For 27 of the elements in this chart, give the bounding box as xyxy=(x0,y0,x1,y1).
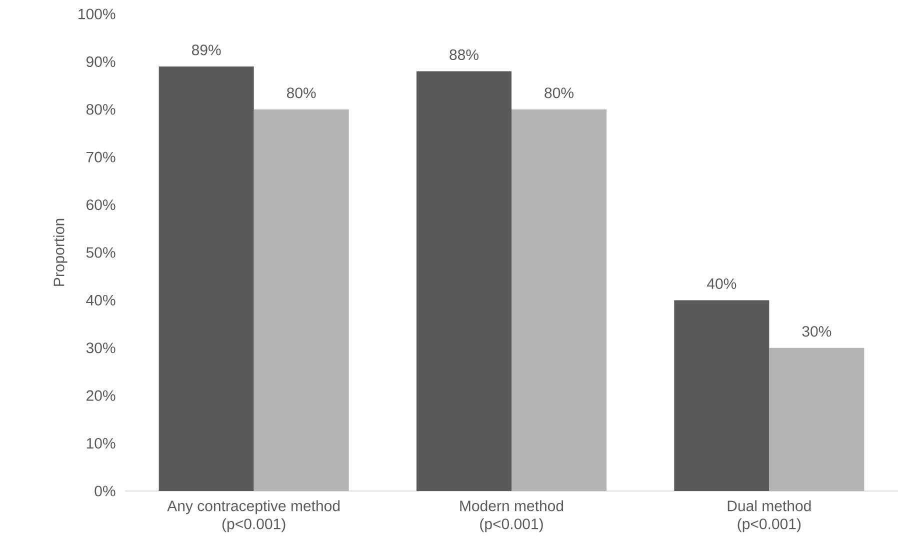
bar xyxy=(769,348,864,491)
data-label: 80% xyxy=(286,88,316,98)
bar xyxy=(416,71,512,491)
y-tick-label: 20% xyxy=(86,390,116,401)
x-tick-label: Any contraceptive method (p<0.001) xyxy=(167,500,340,532)
y-tick-label: 50% xyxy=(86,247,116,258)
data-label: 89% xyxy=(192,44,221,56)
data-label: 80% xyxy=(544,88,574,98)
y-tick-label: 80% xyxy=(86,104,116,115)
y-tick-label: 70% xyxy=(86,152,116,162)
bar xyxy=(512,109,607,491)
y-tick-label: 40% xyxy=(86,294,116,306)
data-label: 30% xyxy=(802,326,832,337)
bar xyxy=(254,109,349,491)
y-axis-title: Proportion xyxy=(53,218,68,286)
y-tick-label: 90% xyxy=(86,56,116,67)
bar xyxy=(674,300,770,491)
y-tick-label: 10% xyxy=(86,438,116,449)
data-label: 88% xyxy=(450,49,478,60)
y-tick-label: 0% xyxy=(94,486,116,496)
bar xyxy=(158,66,254,491)
x-tick-label: Modern method (p<0.001) xyxy=(460,500,564,532)
data-label: 40% xyxy=(707,278,736,289)
x-tick-label: Dual method (p<0.001) xyxy=(728,500,811,532)
y-tick-label: 60% xyxy=(86,199,116,210)
y-tick-label: 100% xyxy=(78,8,116,20)
y-tick-label: 30% xyxy=(86,342,116,354)
